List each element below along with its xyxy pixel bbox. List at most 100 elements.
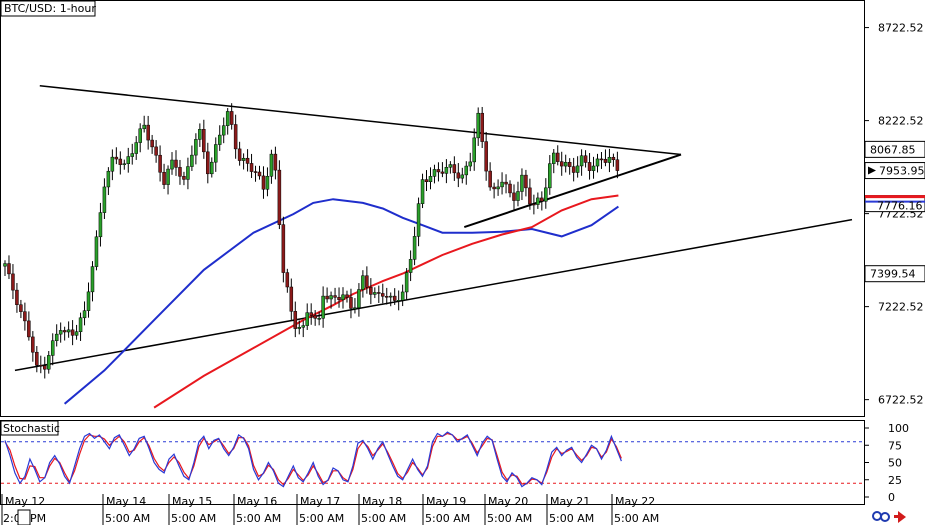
candle-bull <box>416 203 421 237</box>
candle-bear <box>39 365 43 367</box>
stoch-d-line <box>4 432 622 486</box>
candle-bear <box>369 287 373 295</box>
candle-bear <box>480 112 484 142</box>
candle-bear <box>571 166 576 173</box>
candle-bear <box>285 272 290 288</box>
candle-bull <box>404 272 409 293</box>
candle-bull <box>98 212 103 238</box>
candle-bull <box>78 317 83 332</box>
candle-bull <box>110 156 115 172</box>
candle-bear <box>524 174 528 189</box>
trendline-3[interactable] <box>463 153 682 229</box>
candle-bear <box>62 330 67 333</box>
candle-bear <box>559 161 564 167</box>
candle-bear <box>233 124 238 150</box>
price-tick-label: 8722.52 <box>878 22 924 35</box>
candle-bear <box>118 158 123 165</box>
candle-bull <box>166 168 170 185</box>
stochastic-panel[interactable] <box>0 420 865 505</box>
candle-bear <box>424 179 429 182</box>
candle-bull <box>122 163 127 165</box>
candle-bull <box>126 156 131 164</box>
candle-bull <box>373 292 377 295</box>
candle-bull <box>536 197 540 205</box>
candle-bull <box>544 187 548 202</box>
indicator-title-box <box>0 420 59 436</box>
stoch-tick-label: 0 <box>888 491 895 504</box>
candle-bear <box>245 157 250 164</box>
candle-bear <box>488 170 492 188</box>
candle-bear <box>484 141 488 172</box>
candle-bear <box>555 152 560 162</box>
stoch-tick-label: 25 <box>888 474 902 487</box>
price-badge-label: 7399.54 <box>870 268 916 281</box>
price-panel[interactable] <box>0 0 865 417</box>
candle-bear <box>365 275 369 288</box>
time-label: PM <box>30 512 46 525</box>
title-box <box>0 0 96 17</box>
candle-bear <box>528 187 532 205</box>
candle-bull <box>520 174 524 192</box>
candle-bull <box>90 266 95 293</box>
candle-bear <box>349 297 353 309</box>
candle-bull <box>217 134 222 145</box>
candle-bull <box>428 176 433 182</box>
candle-bear <box>540 197 544 202</box>
current-price-badge-bg <box>864 162 925 180</box>
link-icon[interactable] <box>872 511 890 522</box>
candle-bull <box>194 139 198 156</box>
price-badge-label: 8067.85 <box>870 143 916 156</box>
time-scroll-box[interactable] <box>17 509 31 525</box>
candle-bull <box>94 236 99 267</box>
ma-price-label: 7776.16 <box>877 200 923 213</box>
candle-bull <box>170 159 174 170</box>
candle-bull <box>476 112 480 139</box>
time-label: 5:00 AM <box>236 512 281 525</box>
stoch-tick-label: 50 <box>888 457 902 470</box>
candle-bull <box>86 291 91 311</box>
chart-title: BTC/USD: 1-hour <box>4 2 96 15</box>
price-tick-label: 7222.52 <box>878 301 924 314</box>
ma100-line <box>63 198 619 405</box>
candle-bear <box>27 320 31 338</box>
time-label: 5:00 AM <box>361 512 406 525</box>
candle-bull <box>130 153 134 157</box>
date-label: May 14 <box>106 495 146 508</box>
candle-bear <box>381 293 385 297</box>
candle-bull <box>102 186 107 213</box>
date-label: May 12 <box>5 495 45 508</box>
candle-bear <box>31 336 35 353</box>
price-badge-bg <box>864 140 925 158</box>
candle-bear <box>146 124 150 141</box>
candle-bull <box>361 275 365 290</box>
time-label: 5:00 AM <box>425 512 470 525</box>
candle-bear <box>512 192 516 201</box>
candle-bull <box>186 166 190 180</box>
candle-bear <box>333 295 337 298</box>
time-label: 5:00 AM <box>614 512 659 525</box>
candle-bear <box>249 163 254 172</box>
candle-bull <box>472 137 476 163</box>
arrow-icon[interactable] <box>894 511 906 523</box>
trendline-2[interactable] <box>14 218 853 372</box>
candle-bull <box>198 129 202 140</box>
candle-bull <box>595 158 600 167</box>
candle-bear <box>178 167 182 177</box>
candle-bull <box>420 179 425 204</box>
candle-bear <box>229 111 234 125</box>
candle-bear <box>114 156 119 160</box>
candle-bull <box>74 331 79 336</box>
candle-bull <box>496 186 500 190</box>
candle-bear <box>309 312 313 316</box>
candle-bull <box>269 153 274 177</box>
trendline-1[interactable] <box>39 84 682 156</box>
stoch-k-line <box>4 431 622 488</box>
candle-bear <box>452 164 457 174</box>
candle-bear <box>615 159 620 171</box>
candle-bear <box>583 155 588 163</box>
current-price-arrow-icon <box>868 166 876 175</box>
candle-bull <box>82 310 87 319</box>
price-badge: 7953.95 <box>864 162 925 180</box>
date-label: May 20 <box>488 495 528 508</box>
